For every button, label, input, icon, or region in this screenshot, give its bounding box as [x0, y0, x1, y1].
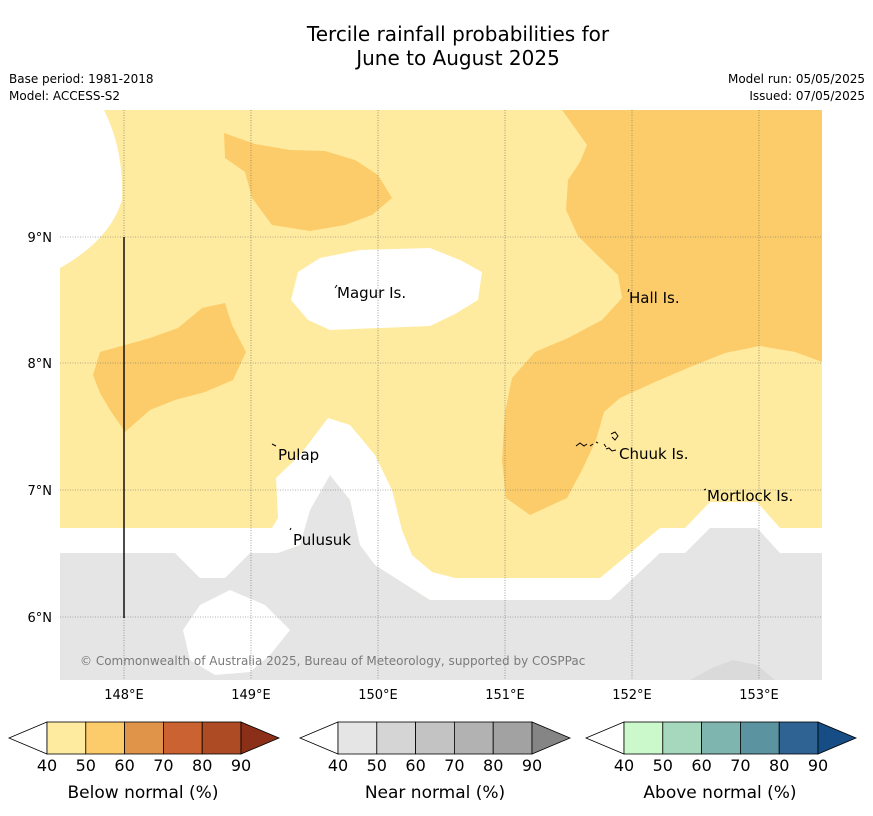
place-magur: Magur Is.	[337, 284, 406, 302]
lat-label-6n: 6°N	[28, 611, 53, 626]
legend-below-normal-tick-70: 70	[153, 756, 173, 775]
legend-below-normal-tick-40: 40	[37, 756, 57, 775]
legend-above-normal-tick-90: 90	[808, 756, 828, 775]
legend-above-normal-tick-60: 60	[691, 756, 711, 775]
island-outlines	[271, 284, 707, 531]
chuuk-island-marks	[575, 431, 619, 452]
place-pulap: Pulap	[278, 446, 319, 464]
legend-above-normal-swatch-40	[623, 721, 664, 755]
legend-near-normal-high-extend	[531, 721, 572, 755]
lon-label-148: 148°E	[104, 688, 144, 703]
map-area: Magur Is. Hall Is. Pulap Chuuk Is. Mortl…	[60, 110, 822, 680]
legend-near-normal-tick-90: 90	[522, 756, 542, 775]
map-title: Tercile rainfall probabilities for June …	[0, 22, 873, 70]
issued-date: Issued: 07/05/2025	[749, 89, 865, 103]
legend-near-normal-tick-60: 60	[405, 756, 425, 775]
mortlock-island-mark	[703, 488, 707, 491]
below-normal-50-60-region-north	[224, 133, 392, 231]
legend-below-normal-label: Below normal (%)	[68, 783, 219, 803]
below-normal-50-60-region-east	[502, 110, 822, 515]
title-line-1: Tercile rainfall probabilities for	[306, 22, 610, 46]
legend-near-normal-tick-80: 80	[483, 756, 503, 775]
legend-near-normal: Near normal (%) 40 50 60 70 80 90	[298, 721, 572, 803]
meta-left: Base period: 1981-2018 Model: ACCESS-S2	[9, 71, 154, 105]
lon-label-150: 150°E	[358, 688, 398, 703]
place-labels: Magur Is. Hall Is. Pulap Chuuk Is. Mortl…	[278, 284, 793, 549]
place-mortlock: Mortlock Is.	[707, 487, 793, 505]
lon-label-149: 149°E	[231, 688, 271, 703]
near-normal-50-60-region	[690, 660, 775, 680]
place-hall: Hall Is.	[629, 289, 680, 307]
legend-below-normal-tick-60: 60	[114, 756, 134, 775]
legend-above-normal-swatch-60	[701, 721, 741, 755]
place-pulusuk: Pulusuk	[293, 531, 351, 549]
legend-near-normal-tick-40: 40	[328, 756, 348, 775]
legend-near-normal-swatch-80	[492, 721, 533, 755]
legend-near-normal-swatch-60	[415, 721, 455, 755]
no-signal-region-northwest	[60, 110, 123, 268]
pulusuk-island-mark	[289, 527, 292, 531]
legend-above-normal-low-extend	[584, 721, 625, 755]
axis-labels: 148°E 149°E 150°E 151°E 152°E 153°E 9°N …	[28, 231, 779, 703]
legend-near-normal-swatch-50	[376, 721, 416, 755]
lon-label-151: 151°E	[485, 688, 525, 703]
model-run: Model run: 05/05/2025	[727, 72, 865, 86]
legend-near-normal-tick-50: 50	[367, 756, 387, 775]
legend-above-normal-swatch-50	[662, 721, 702, 755]
legend-below-normal-swatch-50	[85, 721, 126, 755]
no-signal-ribbon	[60, 418, 822, 600]
legend-above-normal-label: Above normal (%)	[643, 783, 796, 803]
base-period: Base period: 1981-2018	[9, 72, 154, 86]
copyright-notice: © Commonwealth of Australia 2025, Bureau…	[80, 654, 585, 668]
lon-label-153: 153°E	[739, 688, 779, 703]
legend-above-normal-tick-40: 40	[614, 756, 634, 775]
legend-near-normal-swatch-70	[453, 721, 494, 755]
legend-below-normal-tick-50: 50	[76, 756, 96, 775]
legend-above-normal-tick-50: 50	[653, 756, 673, 775]
title-line-2: June to August 2025	[356, 46, 560, 70]
lat-label-8n: 8°N	[28, 357, 53, 372]
meta-right: Model run: 05/05/2025 Issued: 07/05/2025	[728, 71, 865, 105]
hall-island-mark	[627, 288, 630, 293]
model-name: Model: ACCESS-S2	[9, 89, 121, 103]
no-signal-region-south	[183, 590, 290, 675]
magur-island-mark	[334, 284, 338, 289]
legend-below-normal-swatch-70	[162, 721, 203, 755]
legend-below-normal-high-extend	[240, 721, 281, 755]
legend-below-normal: Below normal (%) 40 50 60 70 80 90	[7, 721, 281, 803]
legend-below-normal-tick-90: 90	[231, 756, 251, 775]
legend-near-normal-swatch-40	[337, 721, 378, 755]
legend-near-normal-tick-70: 70	[444, 756, 464, 775]
legend-below-normal-swatch-80	[201, 721, 242, 755]
lon-label-152: 152°E	[612, 688, 652, 703]
legend-below-normal-swatch-60	[124, 721, 164, 755]
place-chuuk: Chuuk Is.	[619, 445, 688, 463]
below-normal-50-60-region-west	[93, 303, 246, 432]
pulap-island-mark	[271, 443, 277, 447]
no-signal-region-magur	[291, 248, 482, 330]
legend-above-normal-swatch-80	[778, 721, 819, 755]
legend-above-normal-tick-80: 80	[769, 756, 789, 775]
legend-above-normal: Above normal (%) 40 50 60 70 80 90	[584, 721, 858, 803]
gridlines	[60, 110, 822, 680]
legend-near-normal-label: Near normal (%)	[365, 783, 505, 803]
lat-label-7n: 7°N	[28, 484, 53, 499]
legend-below-normal-swatch-40	[46, 721, 87, 755]
legend-above-normal-swatch-70	[740, 721, 780, 755]
legend-below-normal-tick-80: 80	[192, 756, 212, 775]
legend-near-normal-low-extend	[298, 721, 339, 755]
legend-below-normal-low-extend	[7, 721, 48, 755]
lat-label-9n: 9°N	[28, 231, 53, 246]
legend-above-normal-high-extend	[817, 721, 858, 755]
legend-above-normal-tick-70: 70	[730, 756, 750, 775]
